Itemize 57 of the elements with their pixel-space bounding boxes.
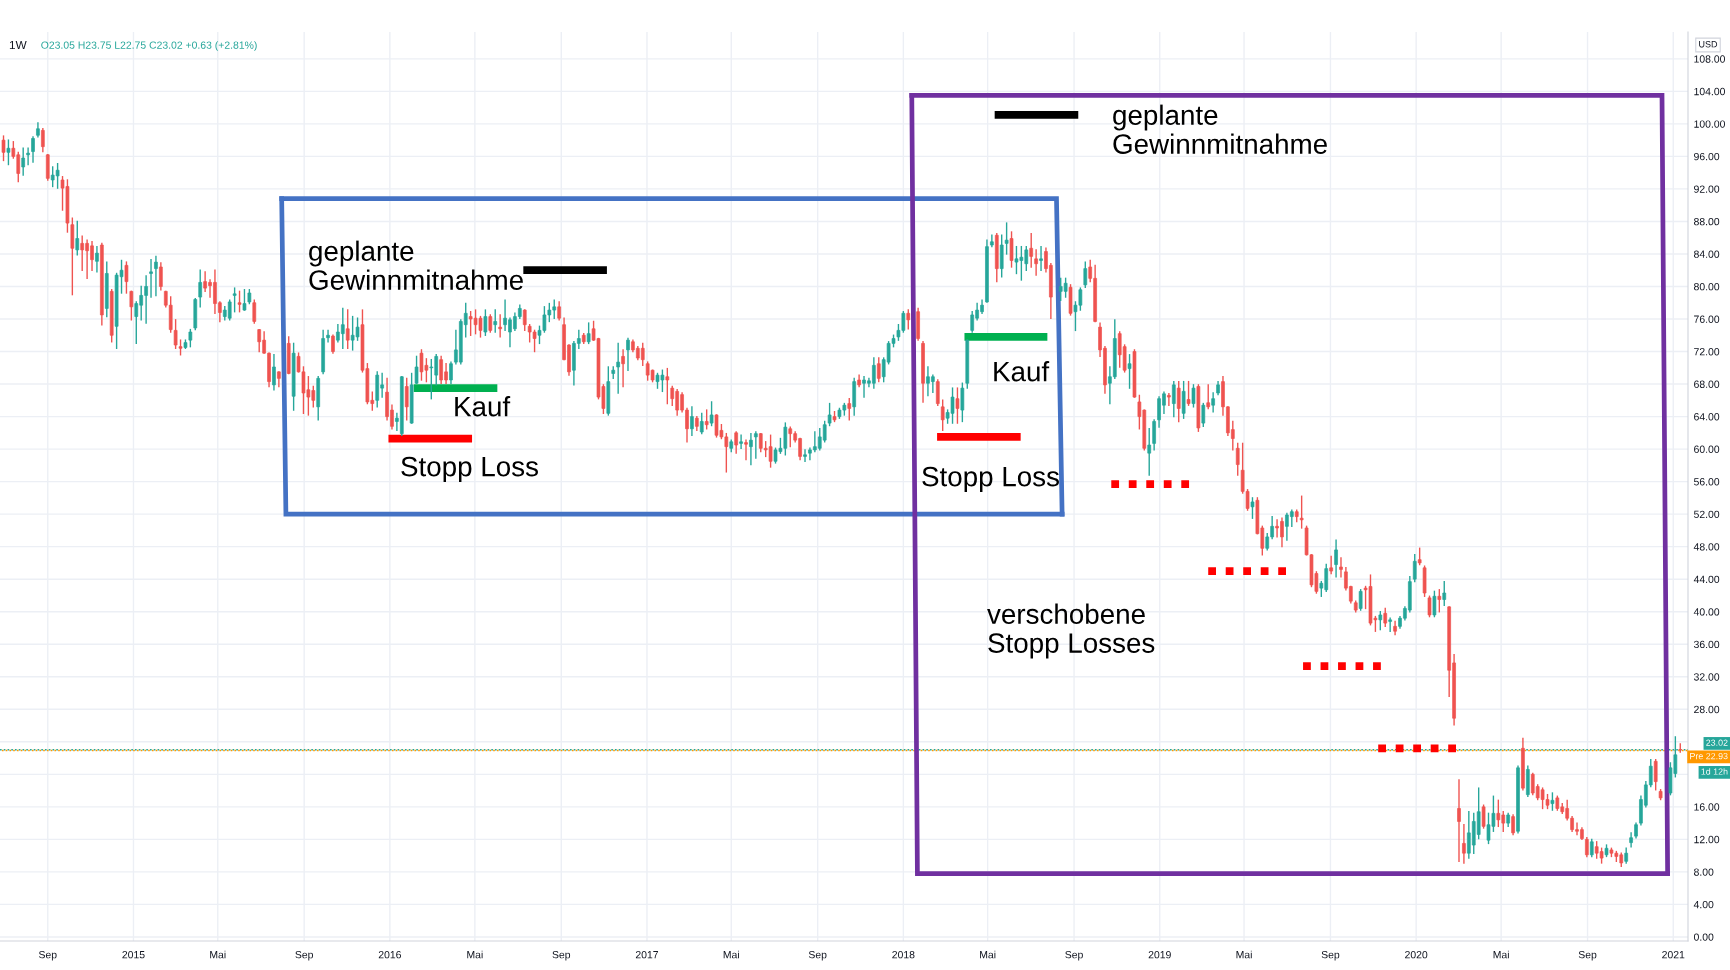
annotation: geplante Gewinnmitnahme xyxy=(309,240,523,290)
x-tick-label: 2019 xyxy=(1148,951,1171,959)
y-tick-label: 92.00 xyxy=(1694,185,1720,193)
x-tick-label: Sep xyxy=(552,951,571,961)
x-tick-label: Sep xyxy=(38,951,57,961)
x-tick-label: Sep xyxy=(295,951,313,961)
y-tick-label: 4.00 xyxy=(1693,900,1714,909)
y-tick-label: 12.00 xyxy=(1694,835,1720,844)
annotation: Stopp Loss xyxy=(401,456,538,482)
y-tick-label: 48.00 xyxy=(1693,543,1720,551)
y-tick-label: 80.00 xyxy=(1694,282,1720,291)
ref-line-label: Pre 22.93 xyxy=(1690,752,1728,760)
x-tick-label: 2018 xyxy=(892,951,915,959)
x-tick-label: Sep xyxy=(1065,951,1083,961)
y-tick-label: 64.00 xyxy=(1694,413,1720,421)
y-tick-label: 108.00 xyxy=(1694,55,1726,63)
y-tick-label: 40.00 xyxy=(1693,608,1720,616)
y-tick-label: 96.00 xyxy=(1694,152,1720,161)
x-tick-label: Sep xyxy=(808,951,827,961)
x-tick-label: Mai xyxy=(980,950,996,959)
y-tick-label: 32.00 xyxy=(1693,673,1720,681)
x-tick-label: Mai xyxy=(1236,950,1252,959)
annotation: Kauf xyxy=(994,361,1050,382)
x-tick-label: 2016 xyxy=(378,951,401,959)
annotation: geplante Gewinnmitnahme xyxy=(1113,104,1327,154)
x-tick-label: Mai xyxy=(467,950,483,959)
text: O23.05 H23.75 L22.75 C23.02 +0.63 (+2.81%) xyxy=(41,41,257,51)
y-axis-title: USD xyxy=(1699,41,1718,48)
y-tick-label: 76.00 xyxy=(1694,315,1720,323)
text: 1W xyxy=(9,40,27,50)
annotation: verschobene Stopp Losses xyxy=(987,603,1155,659)
y-tick-label: 68.00 xyxy=(1694,380,1720,388)
y-tick-label: 100.00 xyxy=(1694,120,1726,128)
x-tick-label: 2020 xyxy=(1405,951,1428,959)
y-tick-label: 56.00 xyxy=(1693,478,1720,486)
x-tick-label: 2017 xyxy=(635,951,659,959)
annotation: Kauf xyxy=(455,396,511,417)
y-tick-label: 84.00 xyxy=(1694,250,1720,258)
y-tick-label: 16.00 xyxy=(1694,803,1720,811)
y-tick-label: 44.00 xyxy=(1693,575,1720,584)
x-tick-label: Mai xyxy=(210,950,226,959)
y-tick-label: 28.00 xyxy=(1694,705,1720,714)
annotation: Stopp Loss xyxy=(922,466,1059,492)
x-tick-label: Sep xyxy=(1578,951,1597,961)
y-tick-label: 36.00 xyxy=(1693,640,1720,649)
x-tick-label: Mai xyxy=(1493,950,1509,959)
y-tick-label: 104.00 xyxy=(1694,87,1726,96)
x-tick-label: 2015 xyxy=(122,951,145,959)
y-tick-label: 60.00 xyxy=(1694,445,1720,453)
y-tick-label: 0.00 xyxy=(1693,933,1714,941)
y-tick-label: 8.00 xyxy=(1694,868,1714,876)
x-tick-label: Sep xyxy=(1321,951,1340,961)
y-tick-label: 52.00 xyxy=(1693,510,1720,519)
y-tick-label: 88.00 xyxy=(1694,217,1720,226)
x-tick-label: 2021 xyxy=(1662,951,1685,959)
x-tick-label: Mai xyxy=(723,950,739,959)
y-tick-label: 72.00 xyxy=(1694,348,1720,356)
